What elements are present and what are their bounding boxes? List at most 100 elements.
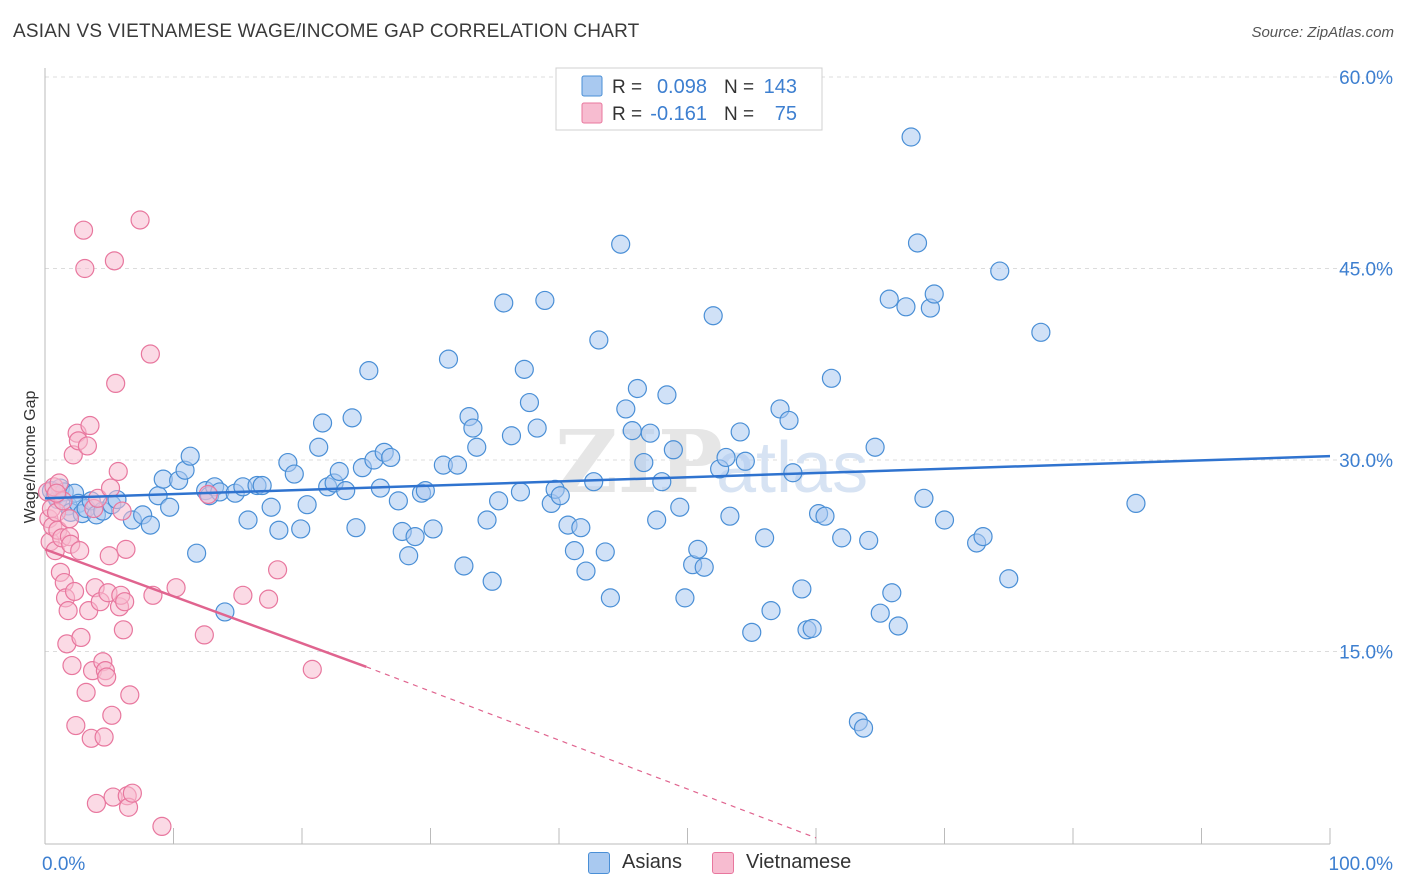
asians-point-46 bbox=[329, 461, 349, 482]
asians-point-56 bbox=[388, 491, 408, 511]
vietnamese-point-38 bbox=[88, 488, 108, 508]
asians-point-85 bbox=[571, 518, 591, 538]
asians-point-37 bbox=[269, 520, 289, 540]
asians-point-76 bbox=[514, 359, 534, 379]
asians-point-95 bbox=[634, 452, 654, 473]
watermark: ZIPatlas bbox=[555, 412, 868, 513]
asians-point-41 bbox=[297, 495, 317, 515]
vietnamese-point-21 bbox=[64, 581, 85, 602]
chart-title: ASIAN VS VIETNAMESE WAGE/INCOME GAP CORR… bbox=[13, 21, 640, 42]
asians-point-55 bbox=[381, 447, 401, 468]
vietnamese-point-65 bbox=[152, 816, 172, 837]
asians-point-71 bbox=[482, 571, 502, 591]
asians-point-132 bbox=[888, 616, 908, 636]
source-credit: Source: ZipAtlas.com bbox=[1251, 24, 1394, 41]
asians-point-78 bbox=[527, 418, 547, 438]
y-tick-labels: 15.0% 30.0% 45.0% 60.0% bbox=[1339, 68, 1393, 664]
vietnamese-point-51 bbox=[108, 461, 128, 482]
asians-point-69 bbox=[467, 437, 487, 457]
asians-point-114 bbox=[761, 601, 781, 621]
y-tick-label-30: 30.0% bbox=[1339, 451, 1393, 472]
x-tick-labels: 0.0% 100.0% bbox=[42, 854, 1393, 875]
vietnamese-point-30 bbox=[77, 436, 98, 456]
asians-point-133 bbox=[896, 297, 916, 317]
stats-n-value-1: 75 bbox=[775, 103, 797, 125]
stats-n-value-0: 143 bbox=[764, 76, 797, 98]
legend-item-asians[interactable]: Asians bbox=[588, 851, 682, 874]
asians-point-123 bbox=[821, 368, 842, 388]
asians-point-33 bbox=[238, 510, 258, 530]
vietnamese-point-67 bbox=[194, 625, 214, 645]
asians-point-42 bbox=[309, 437, 329, 457]
vietnamese-trend-line bbox=[44, 548, 367, 668]
asians-point-40 bbox=[291, 519, 311, 539]
asians-point-94 bbox=[627, 378, 647, 399]
asians-point-145 bbox=[973, 526, 993, 547]
vietnamese-point-73 bbox=[46, 483, 67, 503]
axes bbox=[44, 68, 1331, 845]
asians-point-134 bbox=[901, 127, 921, 147]
asians-point-93 bbox=[622, 421, 642, 441]
y-tick-label-45: 45.0% bbox=[1339, 260, 1393, 281]
asians-point-130 bbox=[879, 289, 899, 309]
vietnamese-point-46 bbox=[100, 478, 121, 498]
asians-point-122 bbox=[815, 506, 835, 526]
vietnamese-swatch bbox=[712, 851, 734, 874]
vietnamese-point-29 bbox=[76, 682, 96, 702]
asians-point-72 bbox=[489, 491, 509, 511]
vietnamese-point-54 bbox=[112, 501, 132, 521]
asians-point-128 bbox=[865, 437, 885, 457]
asians-point-135 bbox=[907, 233, 928, 253]
asians-point-61 bbox=[415, 481, 435, 501]
vietnamese-point-43 bbox=[97, 667, 117, 687]
asians-point-102 bbox=[675, 588, 695, 608]
x-tick-label-100: 100.0% bbox=[1329, 854, 1394, 875]
asians-point-64 bbox=[438, 349, 459, 369]
asians-point-131 bbox=[882, 583, 902, 603]
asians-point-142 bbox=[990, 261, 1010, 281]
asians-point-51 bbox=[359, 361, 379, 381]
series-legend: Asians Vietnamese bbox=[0, 851, 1406, 879]
gridlines bbox=[45, 76, 1392, 652]
asians-point-96 bbox=[640, 423, 660, 443]
vietnamese-point-16 bbox=[58, 601, 78, 621]
vietnamese-point-74 bbox=[59, 509, 80, 529]
vietnamese-point-72 bbox=[302, 659, 322, 679]
stats-r-value-1: -0.161 bbox=[650, 103, 707, 125]
vietnamese-point-26 bbox=[71, 627, 91, 648]
asians-point-98 bbox=[652, 472, 672, 492]
asians-point-24 bbox=[180, 446, 200, 466]
asians-point-36 bbox=[261, 497, 281, 517]
asians-point-118 bbox=[792, 579, 812, 599]
asians-point-139 bbox=[934, 510, 955, 530]
asians-point-108 bbox=[716, 447, 736, 468]
asians-point-143 bbox=[1031, 322, 1051, 342]
asians-point-47 bbox=[336, 481, 356, 501]
asians-point-82 bbox=[550, 486, 570, 506]
asians-point-89 bbox=[595, 542, 615, 562]
vietnamese-point-47 bbox=[102, 705, 122, 725]
vietnamese-point-57 bbox=[116, 539, 136, 559]
asians-point-110 bbox=[730, 422, 750, 442]
asians-point-105 bbox=[694, 557, 714, 577]
asians-point-113 bbox=[754, 528, 775, 548]
stats-r-value-0: 0.098 bbox=[657, 76, 707, 98]
asians-point-73 bbox=[494, 293, 514, 313]
vietnamese-point-28 bbox=[75, 258, 95, 279]
asians-point-100 bbox=[663, 440, 683, 460]
trend-lines bbox=[44, 454, 1331, 839]
vietnamese-point-49 bbox=[104, 251, 124, 271]
vietnamese-point-25 bbox=[70, 541, 90, 561]
vietnamese-point-60 bbox=[120, 685, 140, 705]
asians-point-68 bbox=[463, 418, 483, 438]
asians-point-129 bbox=[870, 603, 890, 623]
asians-point-86 bbox=[576, 561, 596, 581]
asians-point-74 bbox=[501, 426, 522, 446]
asians-point-138 bbox=[924, 284, 944, 304]
stats-r-label-1: R = bbox=[612, 104, 642, 125]
asians-point-120 bbox=[802, 618, 822, 639]
legend-item-vietnamese[interactable]: Vietnamese bbox=[712, 851, 851, 874]
vietnamese-point-50 bbox=[106, 373, 126, 393]
asians-point-92 bbox=[616, 399, 636, 419]
